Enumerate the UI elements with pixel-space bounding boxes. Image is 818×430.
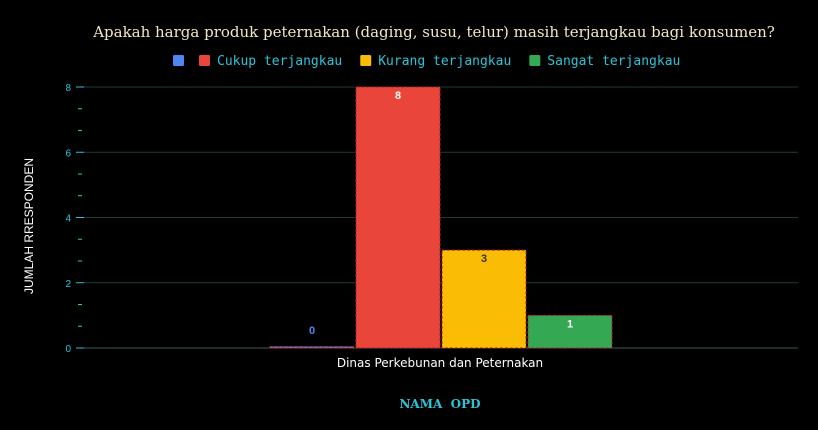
y-axis-ticks: 0 2 4 6 8 [65, 83, 84, 355]
x-category-label: Dinas Perkebunan dan Peternakan [337, 356, 543, 370]
chart-title: Apakah harga produk peternakan (daging, … [92, 23, 775, 41]
bar-sangat-terjangkau [527, 314, 613, 349]
bar-value-label: 8 [395, 90, 401, 102]
x-axis-title: NAMA OPD [399, 397, 480, 411]
legend-swatch[interactable] [360, 55, 372, 66]
bar-kurang-terjangkau [441, 249, 527, 349]
y-tick-label: 8 [65, 83, 71, 94]
legend: Cukup terjangkau Kurang terjangkau Sangat … [173, 54, 680, 69]
bar-value-label: 3 [481, 253, 487, 265]
bar-series-0 [269, 346, 355, 349]
y-axis-title: JUMLAH RRESPONDEN [22, 158, 36, 294]
bar-value-label: 1 [567, 318, 573, 330]
legend-swatch[interactable] [199, 55, 210, 66]
y-tick-label: 4 [65, 214, 71, 225]
bars [269, 86, 613, 349]
bar-value-label: 0 [309, 325, 315, 337]
y-tick-label: 2 [65, 279, 71, 290]
y-tick-label: 6 [65, 148, 71, 159]
legend-swatch[interactable] [529, 55, 541, 66]
gridlines [84, 86, 798, 349]
bar-cukup-terjangkau [355, 86, 441, 349]
y-tick-label: 0 [65, 344, 71, 355]
legend-label[interactable]: Cukup terjangkau [217, 54, 342, 69]
legend-label[interactable]: Sangat terjangkau [547, 54, 680, 69]
legend-swatch[interactable] [173, 55, 184, 66]
legend-label[interactable]: Kurang terjangkau [378, 54, 511, 69]
data-labels: 0 8 3 1 [309, 90, 573, 337]
